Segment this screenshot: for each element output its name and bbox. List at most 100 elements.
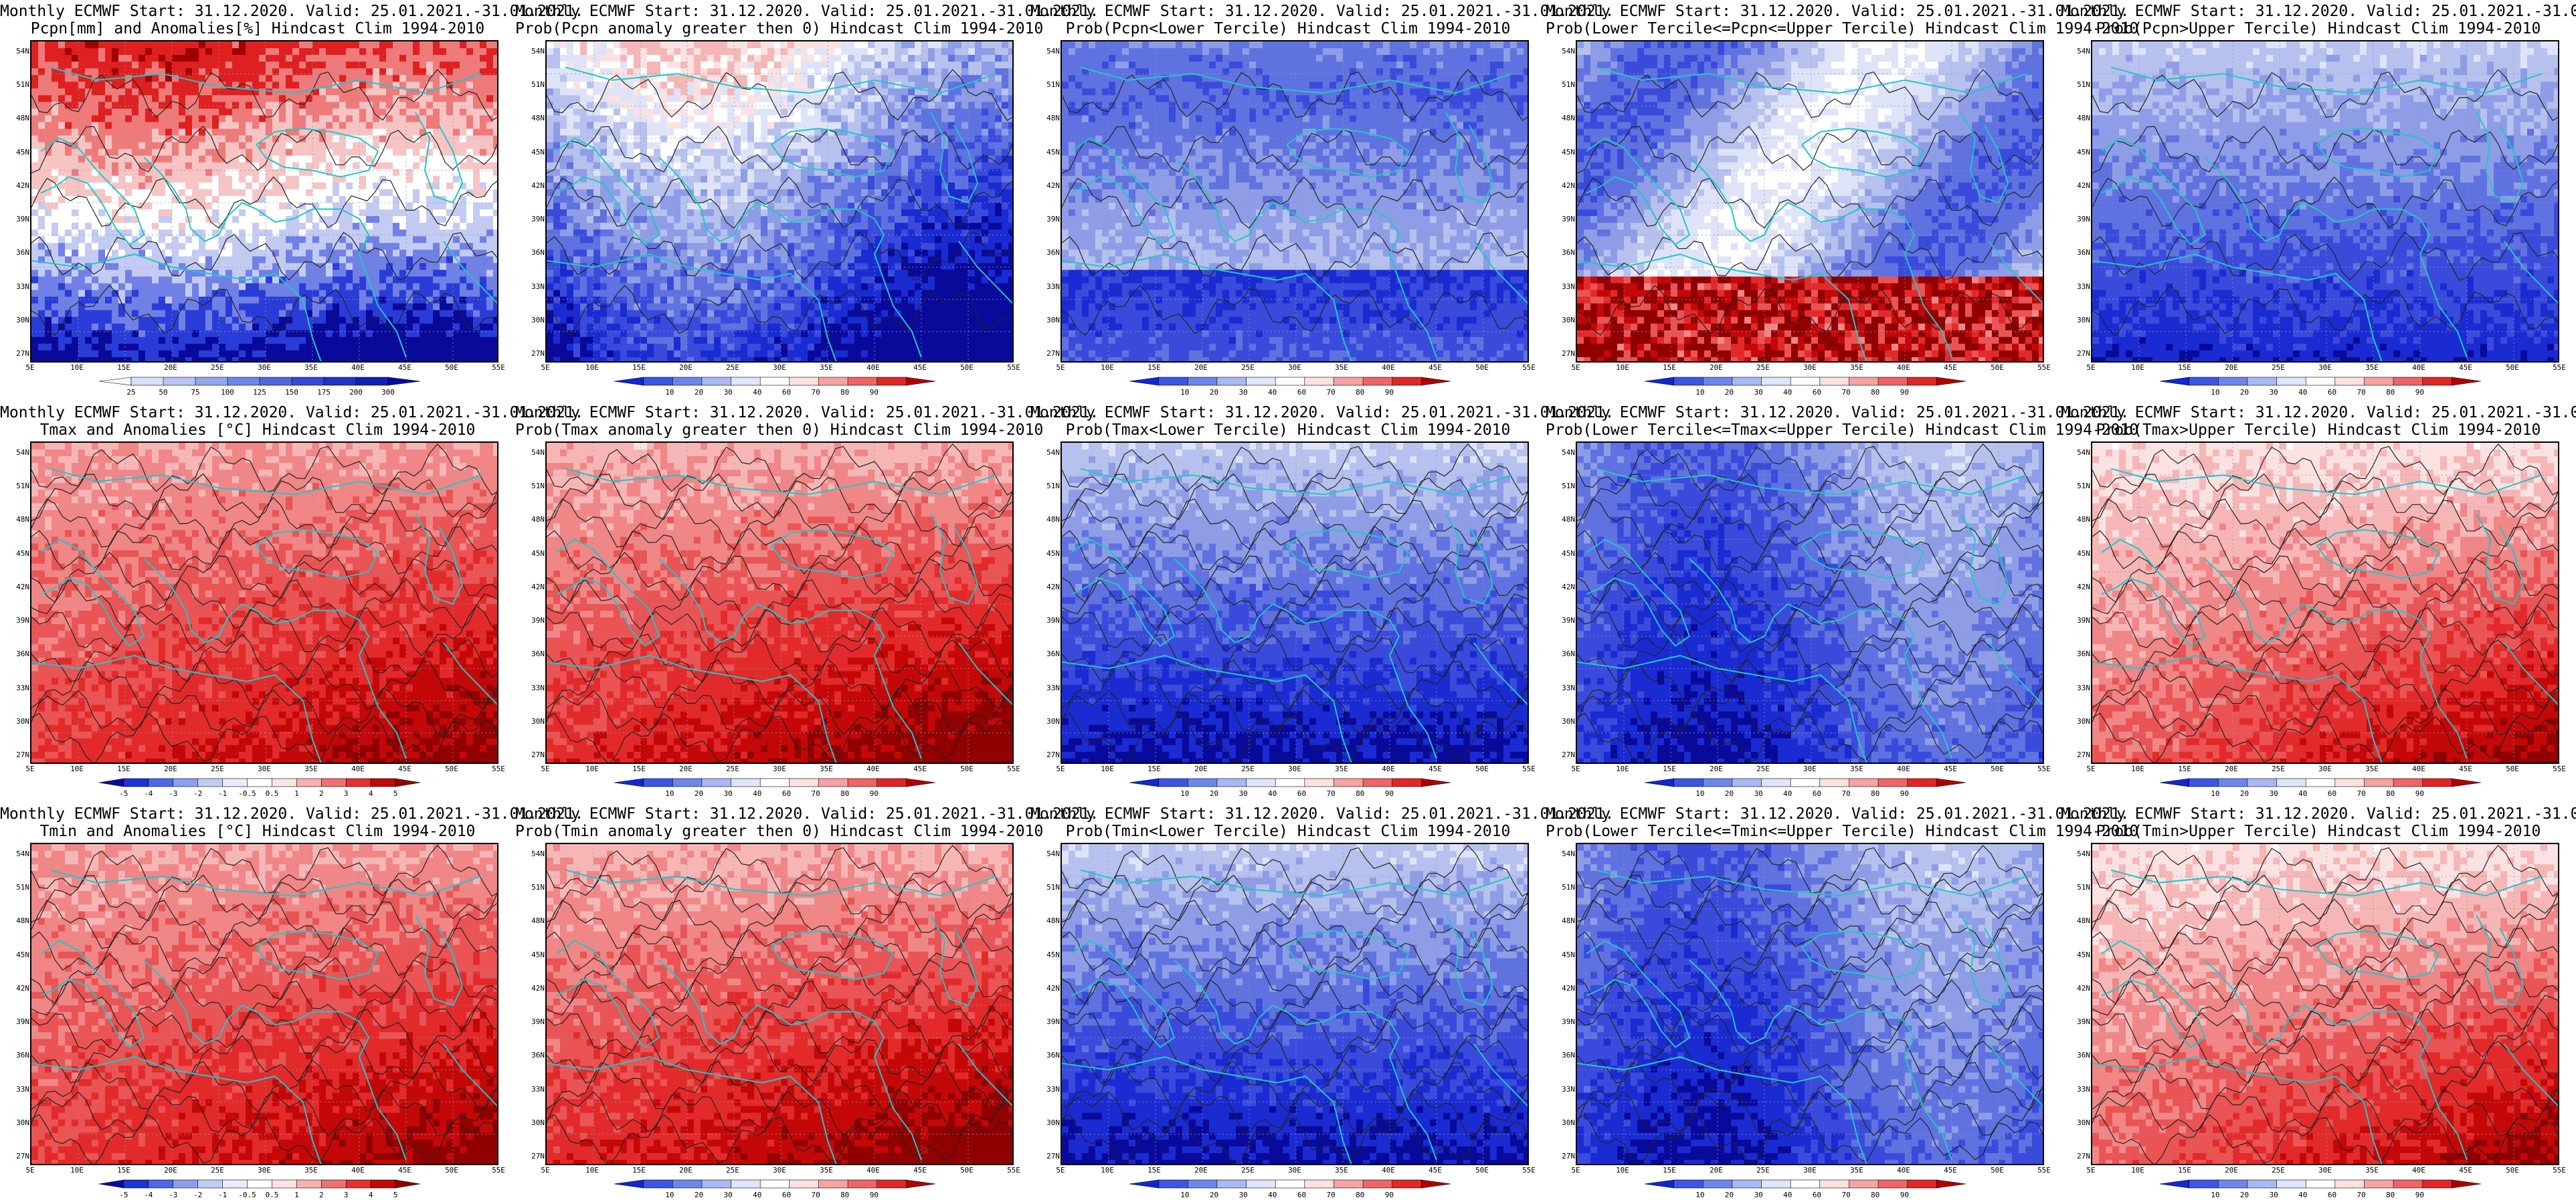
field-cell [98, 189, 106, 197]
field-cell [674, 82, 681, 89]
field-cell [774, 55, 781, 62]
field-cell [212, 216, 219, 223]
field-cell [225, 88, 233, 96]
field-cell [259, 162, 266, 170]
field-cell [306, 195, 313, 203]
field-cell [466, 263, 474, 271]
field-cell [486, 296, 494, 304]
field-cell [995, 142, 1002, 150]
field-cell [333, 102, 340, 110]
field-cell [339, 115, 347, 123]
field-cell [112, 95, 119, 102]
field-cell [52, 115, 59, 123]
field-cell [674, 88, 681, 96]
field-cell [386, 148, 393, 157]
field-cell [58, 330, 66, 338]
field-cell [379, 95, 387, 102]
field-cell [446, 283, 454, 291]
field-cell [292, 189, 300, 197]
field-cell [326, 330, 333, 338]
field-cell [781, 148, 788, 157]
field-cell [232, 175, 240, 183]
field-cell [781, 102, 788, 110]
field-cell [426, 243, 434, 250]
field-cell [219, 343, 226, 351]
field-cell [366, 350, 373, 358]
field-cell [433, 290, 440, 298]
field-cell [172, 270, 179, 278]
field-cell [908, 182, 915, 190]
field-cell [252, 336, 260, 344]
field-cell [961, 182, 969, 190]
field-cell [620, 162, 628, 170]
field-cell [413, 276, 420, 284]
field-cell [734, 135, 741, 143]
field-cell [433, 142, 440, 150]
field-cell [286, 203, 293, 210]
field-cell [65, 283, 72, 291]
field-cell [192, 115, 199, 123]
field-cell [339, 216, 347, 223]
field-cell [205, 148, 213, 157]
field-cell [379, 270, 387, 278]
field-cell [634, 142, 641, 150]
field-cell [607, 155, 614, 163]
field-cell [821, 182, 828, 190]
field-cell [399, 189, 407, 197]
field-cell [580, 128, 587, 136]
field-cell [98, 108, 106, 116]
field-cell [440, 216, 447, 223]
field-cell [620, 182, 628, 190]
field-cell [433, 75, 440, 82]
field-cell [386, 162, 393, 170]
field-cell [988, 41, 996, 49]
field-cell [935, 142, 942, 150]
field-cell [379, 310, 387, 318]
field-cell [741, 62, 748, 69]
field-cell [185, 343, 193, 351]
field-cell [118, 310, 126, 318]
field-cell [112, 169, 119, 177]
field-cell [292, 236, 300, 243]
field-cell [754, 55, 761, 62]
field-cell [1002, 142, 1009, 150]
field-cell [801, 142, 808, 150]
field-cell [480, 128, 487, 136]
field-cell [225, 95, 233, 102]
field-cell [359, 175, 367, 183]
field-cell [413, 350, 420, 358]
field-cell [346, 236, 353, 243]
field-cell [306, 155, 313, 163]
field-cell [406, 270, 413, 278]
field-cell [968, 62, 976, 69]
field-cell [801, 55, 808, 62]
field-cell [286, 290, 293, 298]
field-cell [781, 142, 788, 150]
field-cell [259, 122, 266, 130]
field-cell [774, 182, 781, 190]
field-cell [828, 148, 835, 157]
field-cell [921, 128, 929, 136]
field-cell [580, 135, 587, 143]
field-cell [567, 169, 574, 177]
field-cell [139, 115, 146, 123]
field-cell [854, 148, 862, 157]
field-cell [272, 229, 280, 237]
field-cell [660, 115, 668, 123]
field-cell [239, 256, 246, 264]
field-cell [634, 108, 641, 116]
field-cell [31, 82, 39, 89]
field-cell [440, 135, 447, 143]
field-cell [31, 95, 39, 102]
field-cell [935, 75, 942, 82]
field-cell [861, 115, 868, 123]
field-cell [413, 82, 420, 89]
field-cell [420, 142, 427, 150]
field-cell [975, 62, 982, 69]
field-cell [205, 142, 213, 150]
field-cell [406, 296, 413, 304]
field-cell [547, 41, 554, 49]
field-cell [98, 229, 106, 237]
field-cell [761, 82, 768, 89]
field-cell [139, 62, 146, 69]
